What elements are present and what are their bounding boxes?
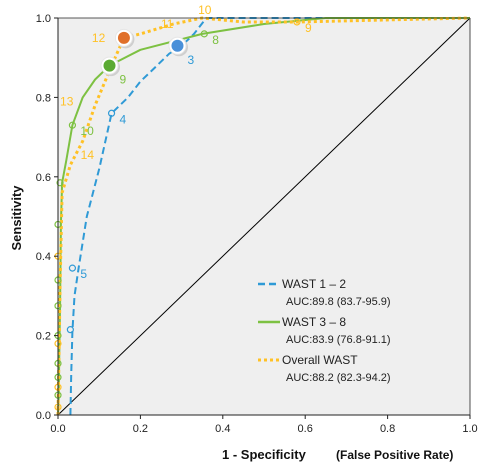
x-tick-label: 0.8 (380, 423, 395, 435)
marker-1-1 (66, 326, 74, 334)
axes-group: 0.0 0.2 0.4 0.6 0.8 1.0 0.0 0.2 0.4 0.6 0.8 1.0 (36, 13, 478, 435)
legend-label-3: Overall WAST (282, 353, 358, 367)
x-tick-label: 0.6 (298, 423, 313, 435)
y-tick-label: 0.8 (36, 92, 51, 104)
point-label: 10 (198, 3, 212, 17)
marker-2-8 (56, 179, 64, 187)
reference-diagonal-line (57, 17, 471, 416)
marker-3-6 (293, 18, 301, 26)
point-label: 8 (212, 33, 219, 47)
x-tick-label: 1.0 (462, 423, 477, 435)
y-tick-label: 0.0 (36, 410, 51, 422)
x-tick-label: 0.0 (50, 423, 65, 435)
series-line-2 (57, 17, 470, 416)
marker-1-2 (68, 264, 77, 272)
point-label: 3 (187, 53, 194, 67)
marker-2-11 (200, 30, 208, 38)
point-label: 5 (80, 267, 87, 281)
series-line-3 (56, 16, 471, 416)
x-tick-label: 0.4 (215, 423, 230, 435)
x-tick-label: 0.2 (133, 423, 148, 435)
highlight-marker-3-5 (117, 31, 130, 44)
highlight-marker-1-4 (171, 39, 184, 52)
legend: WAST 1 – 2 AUC:89.8 (83.7-95.9) WAST 3 – 8… (258, 277, 391, 384)
y-axis-title: Sensitivity (9, 185, 24, 251)
y-tick-label: 1.0 (36, 13, 51, 25)
legend-label-1: WAST 1 – 2 (282, 277, 346, 291)
point-label: 11 (161, 17, 174, 31)
point-label: 12 (92, 31, 106, 45)
marker-2-9 (68, 121, 77, 129)
point-label: 9 (305, 21, 312, 35)
point-label: 14 (81, 148, 95, 162)
x-axis-title: 1 - Specificity (222, 447, 307, 462)
highlight-marker-2-10 (103, 59, 116, 72)
y-tick-label: 0.6 (36, 172, 51, 184)
legend-auc-3: AUC:88.2 (82.3-94.2) (286, 372, 391, 384)
point-labels-group: 5 4 3 10 9 8 12 9 10 11 13 14 (60, 3, 312, 281)
reference-line-group (57, 17, 471, 416)
legend-label-2: WAST 3 – 8 (282, 315, 346, 329)
point-label: 9 (120, 73, 127, 87)
y-tick-label: 0.2 (36, 331, 51, 343)
point-label: 4 (120, 112, 127, 126)
marker-1-3 (107, 109, 116, 117)
x-axis-note: (False Positive Rate) (336, 448, 453, 462)
legend-auc-2: AUC:83.9 (76.8-91.1) (286, 334, 391, 346)
point-label: 13 (60, 94, 74, 108)
legend-auc-1: AUC:89.8 (83.7-95.9) (286, 296, 391, 308)
y-tick-label: 0.4 (36, 251, 51, 263)
point-label: 10 (80, 124, 94, 138)
